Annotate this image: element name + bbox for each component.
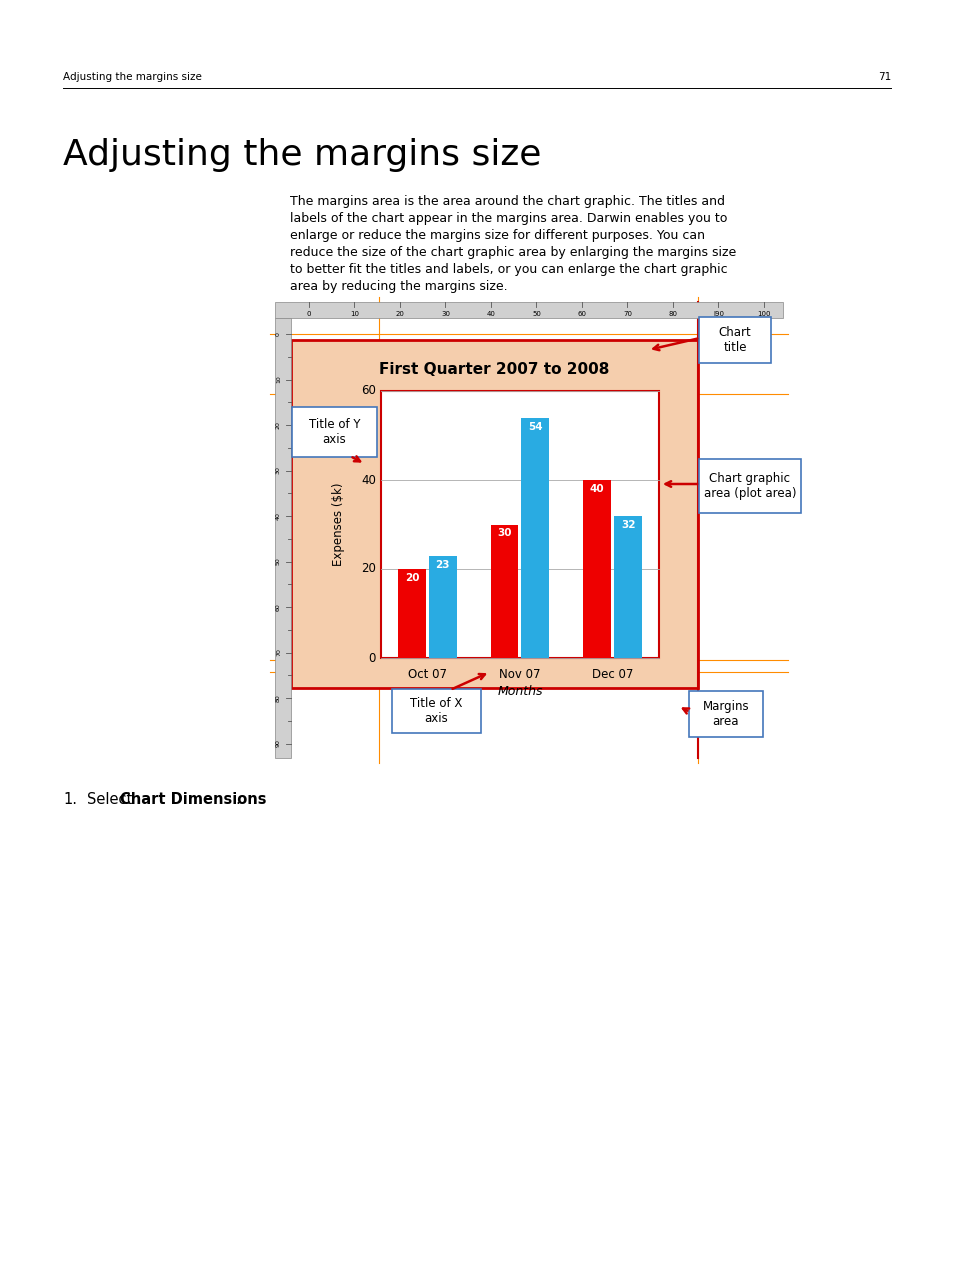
Text: 100: 100 — [757, 311, 770, 317]
Bar — [291, 340, 698, 689]
Text: 0: 0 — [275, 332, 281, 336]
Text: Title of Y
axis: Title of Y axis — [309, 418, 360, 446]
Text: 80: 80 — [275, 694, 281, 702]
Text: 40: 40 — [486, 311, 495, 317]
Text: Dec 07: Dec 07 — [592, 668, 633, 681]
Text: 70: 70 — [275, 648, 281, 657]
Text: .: . — [234, 792, 239, 806]
Text: 30: 30 — [275, 467, 281, 474]
Text: 70: 70 — [622, 311, 631, 317]
FancyBboxPatch shape — [699, 459, 801, 514]
Text: 23: 23 — [435, 559, 450, 569]
Bar — [521, 417, 549, 658]
Text: Chart
title: Chart title — [718, 326, 751, 354]
Text: 90: 90 — [275, 739, 281, 747]
Text: 80: 80 — [668, 311, 677, 317]
Text: 50: 50 — [275, 558, 281, 566]
Text: 0: 0 — [307, 311, 311, 317]
Text: Adjusting the margins size: Adjusting the margins size — [63, 138, 540, 172]
Text: 30: 30 — [497, 529, 512, 539]
Bar — [274, 318, 291, 758]
Text: Nov 07: Nov 07 — [498, 668, 540, 681]
FancyBboxPatch shape — [699, 317, 770, 363]
Text: 32: 32 — [620, 520, 635, 530]
Text: 0: 0 — [368, 652, 375, 664]
Text: Expenses ($k): Expenses ($k) — [333, 483, 345, 567]
Bar — [490, 525, 518, 658]
Text: area by reducing the margins size.: area by reducing the margins size. — [290, 280, 507, 293]
Text: First Quarter 2007 to 2008: First Quarter 2007 to 2008 — [379, 363, 609, 378]
Text: 40: 40 — [589, 484, 604, 495]
Text: Oct 07: Oct 07 — [407, 668, 446, 681]
Text: Chart Dimensions: Chart Dimensions — [120, 792, 266, 806]
Bar — [429, 555, 456, 658]
Bar — [397, 569, 425, 658]
Text: Select: Select — [87, 792, 136, 806]
Text: to better fit the titles and labels, or you can enlarge the chart graphic: to better fit the titles and labels, or … — [290, 262, 727, 276]
Bar — [380, 391, 659, 658]
Text: The margins area is the area around the chart graphic. The titles and: The margins area is the area around the … — [290, 195, 724, 208]
Text: Margins
area: Margins area — [702, 700, 748, 728]
Bar — [614, 516, 641, 658]
FancyBboxPatch shape — [392, 689, 480, 733]
Text: 60: 60 — [361, 384, 375, 397]
FancyBboxPatch shape — [688, 691, 762, 737]
Text: 50: 50 — [532, 311, 540, 317]
Text: l90: l90 — [712, 311, 723, 317]
Text: enlarge or reduce the margins size for different purposes. You can: enlarge or reduce the margins size for d… — [290, 230, 704, 242]
Text: Months: Months — [497, 685, 542, 697]
Text: 20: 20 — [404, 573, 418, 583]
Text: 60: 60 — [577, 311, 586, 317]
FancyBboxPatch shape — [292, 407, 376, 456]
Text: Adjusting the margins size: Adjusting the margins size — [63, 72, 202, 82]
Text: 1.: 1. — [63, 792, 77, 806]
Text: 10: 10 — [350, 311, 358, 317]
Text: 10: 10 — [275, 375, 281, 383]
Bar — [582, 481, 611, 658]
Text: 40: 40 — [275, 512, 281, 520]
Text: 30: 30 — [440, 311, 450, 317]
Text: 60: 60 — [275, 604, 281, 611]
Text: 40: 40 — [361, 473, 375, 487]
Bar — [274, 302, 782, 318]
Text: Chart graphic
area (plot area): Chart graphic area (plot area) — [703, 472, 796, 500]
Text: 20: 20 — [361, 563, 375, 576]
Text: Title of X
axis: Title of X axis — [410, 697, 462, 725]
Text: 20: 20 — [275, 421, 281, 429]
Text: labels of the chart appear in the margins area. Darwin enables you to: labels of the chart appear in the margin… — [290, 212, 726, 224]
Text: reduce the size of the chart graphic area by enlarging the margins size: reduce the size of the chart graphic are… — [290, 246, 736, 259]
Text: 71: 71 — [877, 72, 890, 82]
Text: 20: 20 — [395, 311, 404, 317]
Text: 54: 54 — [528, 422, 542, 431]
